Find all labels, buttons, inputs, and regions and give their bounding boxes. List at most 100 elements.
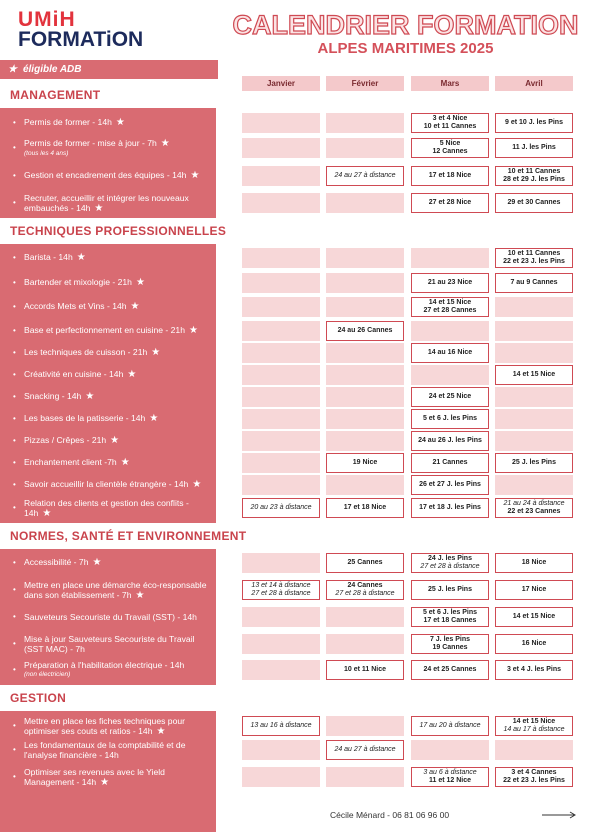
- date-cell: [495, 297, 573, 317]
- date-cell: 3 et 4 Cannes 22 et 23 J. les Pins: [495, 767, 573, 787]
- date-line: 5 Nice: [439, 139, 461, 147]
- date-cell: [242, 365, 320, 385]
- arrow: [542, 811, 576, 819]
- adb-star: ★: [127, 369, 137, 380]
- course-name: Savoir accueillir la clientèle étrangère…: [24, 479, 189, 489]
- subtitle: ALPES MARITIMES 2025: [317, 40, 494, 57]
- adb-star: ★: [156, 726, 166, 737]
- bullet: •: [13, 118, 16, 127]
- date-cell: [242, 634, 320, 654]
- section-band: [0, 108, 216, 218]
- course-name: Accords Mets et Vins - 14h: [24, 301, 127, 311]
- row-label: Les bases de la patisserie - 14h ★: [24, 413, 209, 425]
- date-cell: 9 et 10 J. les Pins: [495, 113, 573, 133]
- date-cell: 24 au 26 Cannes: [326, 321, 404, 341]
- date-cell: [326, 273, 404, 293]
- date-line: 13 au 16 à distance: [250, 721, 312, 729]
- date-cell: 24 au 27 à distance: [326, 740, 404, 760]
- adb-star: ★: [110, 435, 120, 446]
- date-line: 11 J. les Pins: [512, 143, 556, 151]
- bullet: •: [13, 278, 16, 287]
- course-name: Barista - 14h: [24, 252, 73, 262]
- course-name: Recruter, accueillir et intégrer les nou…: [24, 192, 189, 214]
- date-cell: 21 au 24 à distance 22 et 23 Cannes: [495, 498, 573, 518]
- bullet: •: [13, 721, 16, 730]
- legend: ★ éligible ADB: [0, 60, 218, 79]
- date-cell: 14 au 16 Nice: [411, 343, 489, 363]
- date-line: 10 et 11 Cannes: [507, 249, 561, 257]
- section-title: TECHNIQUES PROFESSIONNELLES: [10, 224, 227, 238]
- date-cell: [242, 553, 320, 573]
- date-cell: 14 et 15 Nice 27 et 28 Cannes: [411, 297, 489, 317]
- note: (non électricien): [24, 671, 71, 678]
- course-name: Les bases de la patisserie - 14h: [24, 413, 146, 423]
- month-header: Mars: [411, 76, 489, 91]
- date-line: 17 et 18 Cannes: [423, 617, 477, 624]
- adb-star: ★: [189, 325, 198, 336]
- date-line: 3 au 6 à distance: [423, 768, 477, 776]
- date-cell: 3 et 4 J. les Pins: [495, 660, 573, 680]
- date-line: 14 au 16 Nice: [427, 348, 473, 356]
- date-line: 7 au 9 Cannes: [510, 278, 558, 286]
- date-cell: 24 au 26 J. les Pins: [411, 431, 489, 451]
- date-cell: [326, 409, 404, 429]
- date-cell: [242, 607, 320, 627]
- row-label: Base et perfectionnement en cuisine - 21…: [24, 325, 209, 337]
- date-cell: [242, 138, 320, 158]
- row-label: Mettre en place une démarche éco-respons…: [24, 580, 209, 602]
- row-label: Sauveteurs Secouriste du Travail (SST) -…: [24, 612, 209, 623]
- bullet: •: [13, 480, 16, 489]
- row-label: Enchantement client -7h ★: [24, 457, 209, 469]
- date-cell: [495, 321, 573, 341]
- section-title: MANAGEMENT: [10, 88, 101, 102]
- bullet: •: [13, 458, 16, 467]
- bullet: •: [13, 302, 16, 311]
- logo: FORMATiON: [18, 28, 144, 51]
- date-line: 24 au 27 à distance: [334, 171, 396, 179]
- bullet: •: [13, 665, 16, 674]
- date-line: 22 et 23 J. les Pins: [503, 777, 565, 784]
- date-cell: [495, 387, 573, 407]
- date-cell: 20 au 23 à distance: [242, 498, 320, 518]
- date-line: 20 au 23 à distance: [250, 503, 312, 511]
- date-cell: [326, 607, 404, 627]
- month-header: Janvier: [242, 76, 320, 91]
- date-cell: [242, 273, 320, 293]
- adb-star: ★: [85, 391, 95, 402]
- date-cell: 13 au 16 à distance: [242, 716, 320, 736]
- bullet: •: [13, 585, 16, 594]
- date-cell: [326, 365, 404, 385]
- date-cell: 11 J. les Pins: [495, 138, 573, 158]
- date-line: 11 et 12 Nice: [428, 777, 472, 784]
- footer: Cécile Ménard - 06 81 06 96 00: [330, 810, 450, 820]
- date-cell: [326, 193, 404, 213]
- adb-star: ★: [42, 508, 52, 519]
- course-name: Préparation à l'habilitation électrique …: [24, 659, 185, 670]
- course-name: Accessibilité - 7h: [24, 557, 89, 567]
- row-label: Accessibilité - 7h ★: [24, 557, 209, 569]
- bullet: •: [13, 503, 16, 512]
- date-line: 5 et 6 J. les Pins: [422, 414, 478, 422]
- date-line: 17 au 20 à distance: [419, 721, 481, 729]
- date-cell: [242, 475, 320, 495]
- date-cell: 3 au 6 à distance 11 et 12 Nice: [411, 767, 489, 787]
- date-cell: [411, 365, 489, 385]
- date-cell: [495, 343, 573, 363]
- date-cell: 18 Nice: [495, 553, 573, 573]
- date-line: 27 et 28 à distance: [251, 590, 311, 597]
- date-cell: [242, 321, 320, 341]
- date-line: 14 au 17 à distance: [503, 726, 565, 733]
- course-name: Snacking - 14h: [24, 391, 82, 401]
- title: CALENDRIER FORMATION: [232, 9, 579, 40]
- date-line: 24 au 26 Cannes: [337, 326, 393, 334]
- date-cell: 24 et 25 Cannes: [411, 660, 489, 680]
- date-line: 14 et 15 Nice: [512, 612, 556, 620]
- bullet: •: [13, 392, 16, 401]
- date-cell: [495, 409, 573, 429]
- bullet: •: [13, 326, 16, 335]
- date-cell: [326, 387, 404, 407]
- date-line: 5 et 6 J. les Pins: [422, 608, 478, 616]
- bullet: •: [13, 253, 16, 262]
- date-line: 10 et 11 Cannes: [423, 123, 477, 130]
